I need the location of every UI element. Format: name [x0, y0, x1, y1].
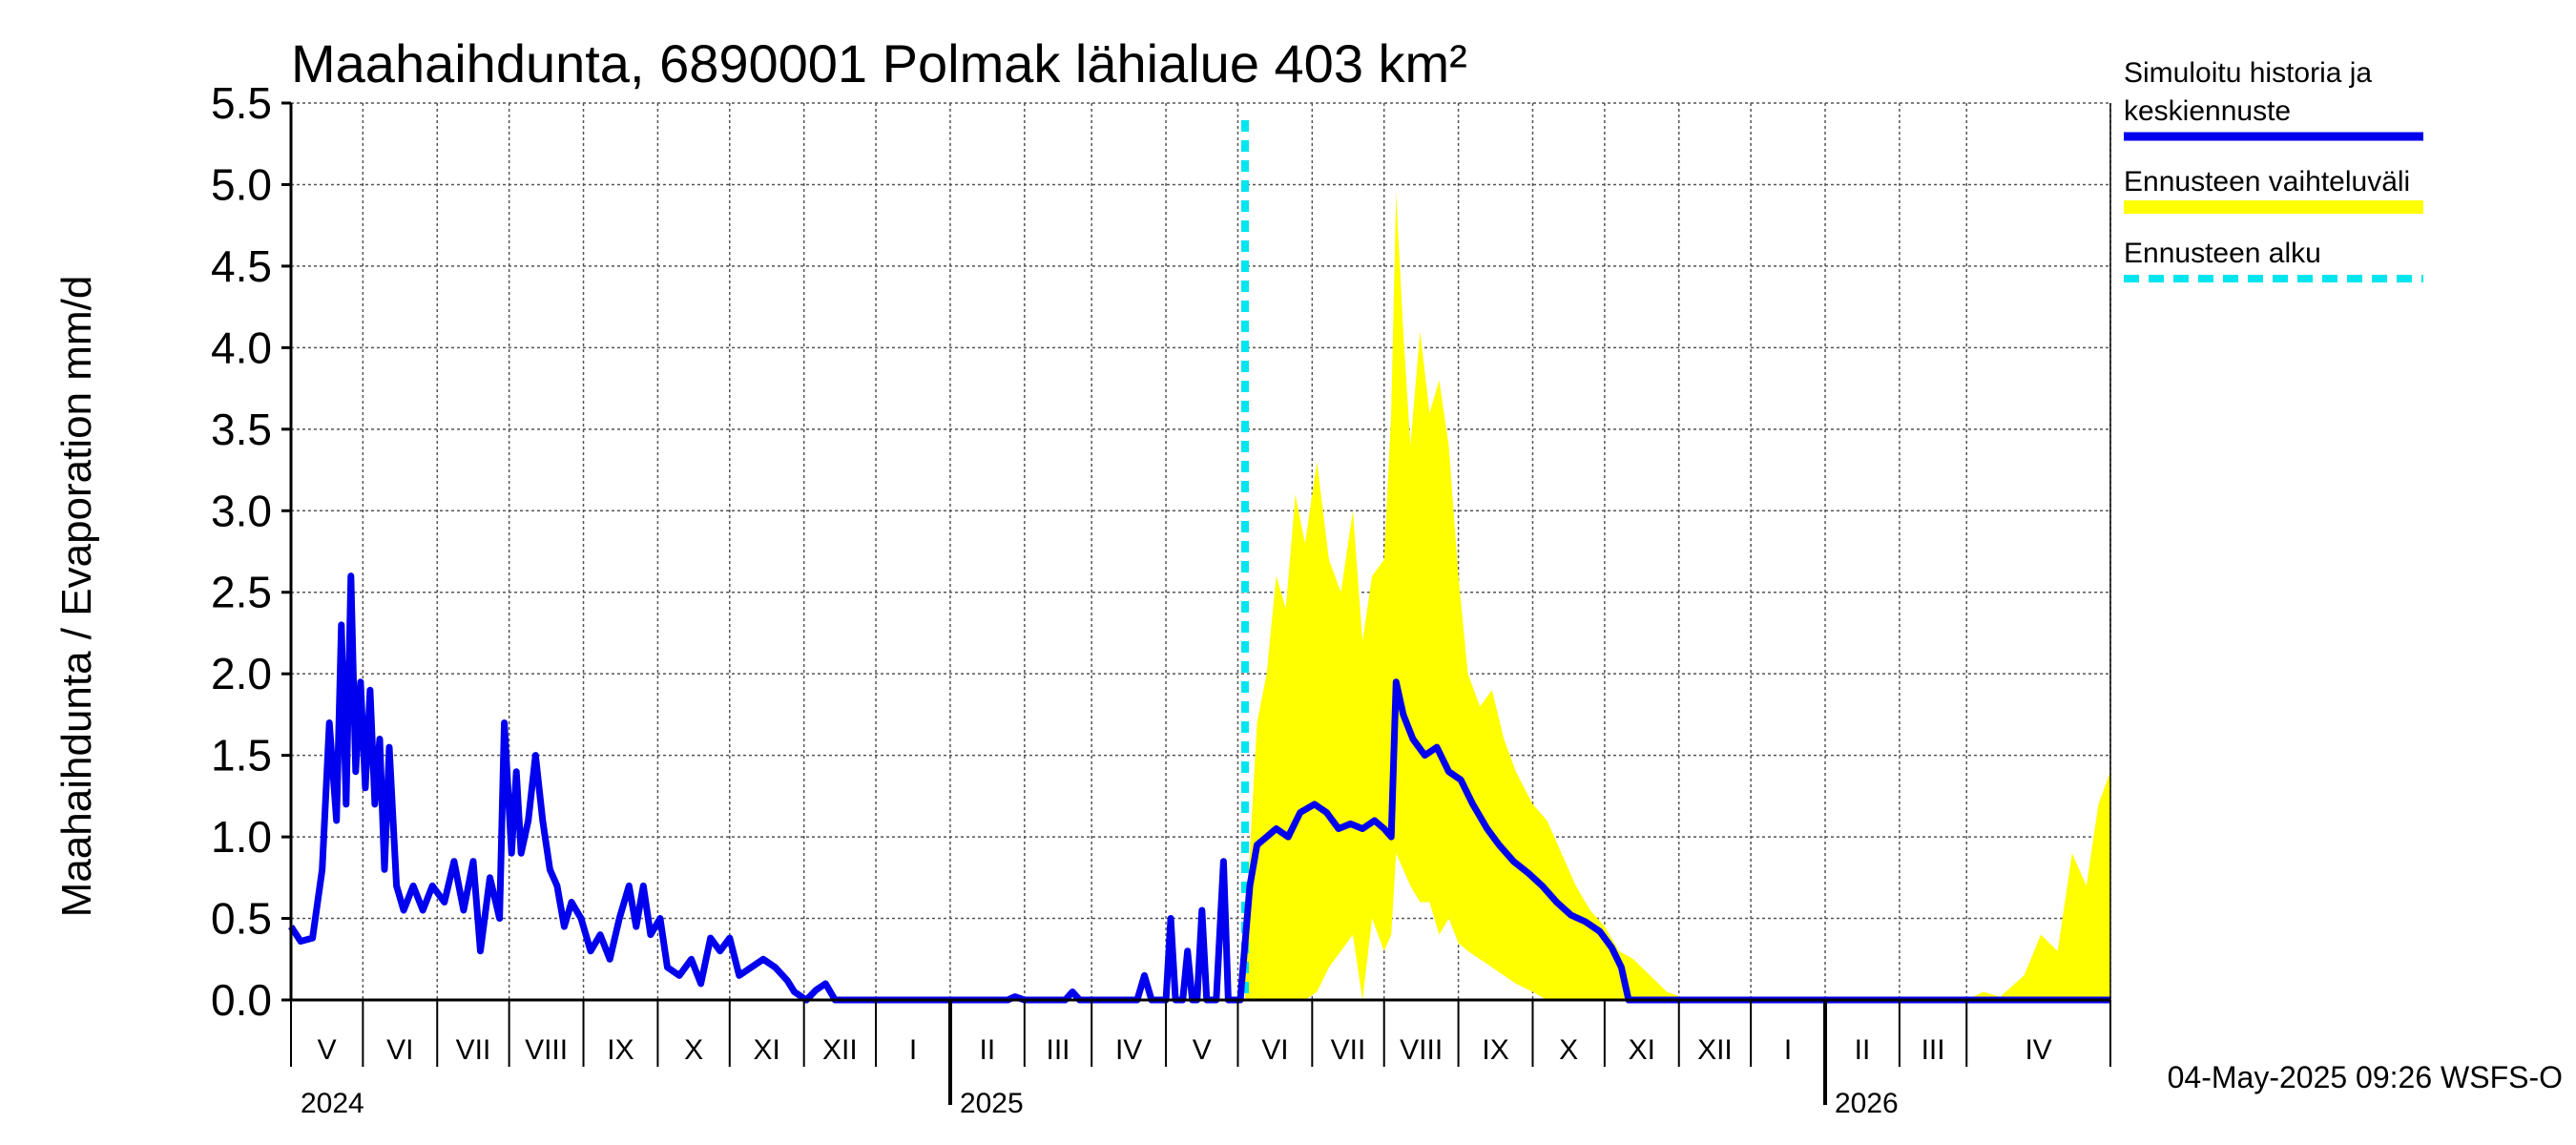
month-label: III	[1046, 1034, 1070, 1066]
y-tick-label: 0.5	[211, 894, 272, 944]
series-line-simulated	[288, 572, 2110, 1004]
timestamp-label: 04-May-2025 09:26 WSFS-O	[2168, 1060, 2563, 1094]
month-label: VIII	[1400, 1034, 1443, 1066]
legend: Simuloitu historia ja keskiennuste Ennuste…	[2124, 57, 2423, 282]
month-label: XI	[1629, 1034, 1655, 1066]
year-label: 2026	[1835, 1088, 1899, 1119]
month-label: I	[1784, 1034, 1792, 1066]
month-label: VI	[1261, 1034, 1288, 1066]
year-label: 2024	[301, 1088, 364, 1119]
month-label: X	[684, 1034, 703, 1066]
y-tick-label: 5.5	[211, 78, 272, 128]
month-label: I	[909, 1034, 917, 1066]
y-tick-label: 1.5	[211, 731, 272, 781]
month-label: X	[1559, 1034, 1578, 1066]
y-tick-label: 4.5	[211, 241, 272, 291]
month-label: XI	[754, 1034, 780, 1066]
month-label: IX	[1482, 1034, 1508, 1066]
plot-area: 0.00.51.01.52.02.53.03.54.04.55.05.5V VI V…	[211, 78, 2111, 1119]
month-label: XII	[1697, 1034, 1733, 1066]
legend-label-range: Ennusteen vaihteluväli	[2124, 166, 2410, 198]
month-label: II	[980, 1034, 996, 1066]
legend-label-simulated-cont: keskiennuste	[2124, 95, 2291, 127]
month-label: IV	[1115, 1034, 1142, 1066]
month-label: VII	[456, 1034, 491, 1066]
legend-label-simulated: Simuloitu historia ja	[2124, 57, 2372, 89]
month-label: VIII	[525, 1034, 568, 1066]
month-label: VI	[386, 1034, 413, 1066]
month-label: V	[1193, 1034, 1212, 1066]
y-tick-label: 5.0	[211, 159, 272, 209]
year-label: 2025	[960, 1088, 1024, 1119]
y-tick-label: 0.0	[211, 975, 272, 1025]
y-tick-label: 1.0	[211, 812, 272, 862]
y-tick-label: 2.5	[211, 568, 272, 617]
month-label: IX	[607, 1034, 634, 1066]
y-axis-label: Maahaihdunta / Evaporation mm/d	[53, 276, 100, 918]
y-tick-label: 3.5	[211, 405, 272, 454]
month-label: VII	[1331, 1034, 1366, 1066]
y-tick-label: 3.0	[211, 486, 272, 535]
month-label: II	[1855, 1034, 1871, 1066]
y-tick-label: 2.0	[211, 649, 272, 698]
forecast-range-band	[1245, 193, 2110, 1000]
chart-title: Maahaihdunta, 6890001 Polmak lähialue 40…	[291, 33, 1467, 94]
month-label: V	[318, 1034, 337, 1066]
month-label: XII	[822, 1034, 858, 1066]
y-tick-label: 4.0	[211, 323, 272, 372]
legend-label-forecast-start: Ennusteen alku	[2124, 238, 2321, 269]
month-label: III	[1922, 1034, 1945, 1066]
month-label: IV	[2025, 1034, 2051, 1066]
